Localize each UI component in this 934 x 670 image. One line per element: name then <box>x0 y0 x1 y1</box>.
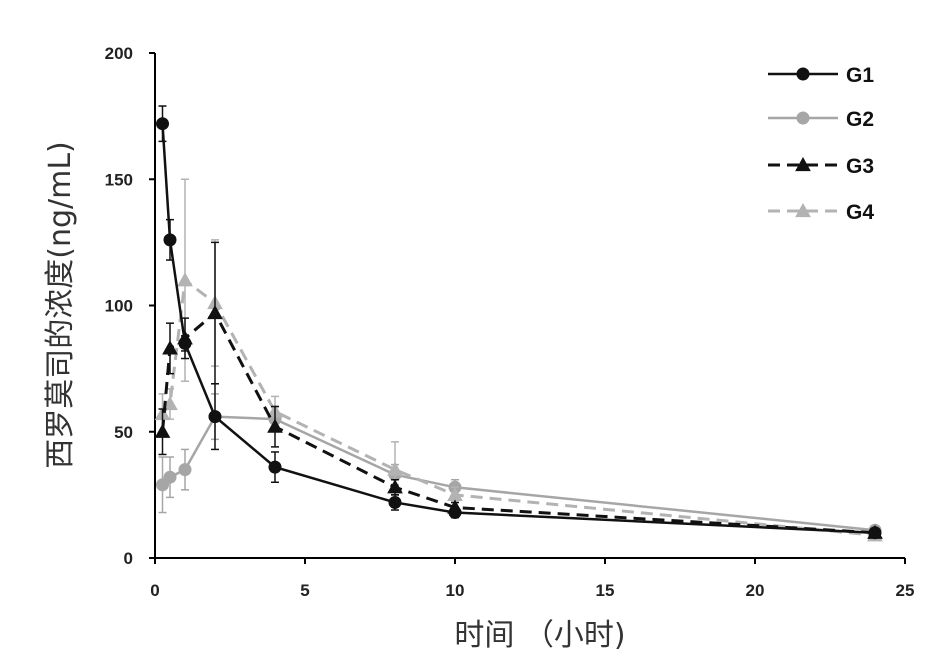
series-line <box>161 277 876 537</box>
x-tick-label: 10 <box>446 581 465 600</box>
data-point <box>156 117 169 131</box>
legend-item-g1: G1 <box>768 64 874 87</box>
y-tick-label: 150 <box>105 170 133 189</box>
data-point <box>267 418 283 433</box>
axes: 0 50 100 150 200 0 5 10 15 20 25 <box>105 44 915 600</box>
x-tick-label: 0 <box>150 581 159 600</box>
data-point <box>163 470 177 484</box>
legend-swatch-marker <box>795 202 811 218</box>
data-point <box>163 233 177 247</box>
series-g4 <box>154 178 883 542</box>
legend-item-g4: G4 <box>768 201 874 224</box>
legend-label: G1 <box>846 64 874 87</box>
data-point <box>154 423 171 438</box>
x-axis-title: 时间 （小时) <box>454 618 625 653</box>
legend-item-g2: G2 <box>768 108 874 131</box>
y-tick-label: 100 <box>105 297 133 316</box>
series-line <box>161 415 876 532</box>
series-layer <box>154 105 883 542</box>
legend: G1 G2 G3 G4 <box>768 64 874 224</box>
x-tick-label: 15 <box>596 581 615 600</box>
data-point <box>268 460 282 474</box>
legend-item-g3: G3 <box>768 155 874 178</box>
data-point <box>178 336 192 350</box>
data-point <box>388 495 402 509</box>
data-point <box>207 305 223 320</box>
data-point <box>208 410 222 424</box>
x-tick-label: 5 <box>300 581 309 600</box>
legend-swatch-marker <box>796 67 810 81</box>
data-point <box>448 506 462 520</box>
legend-label: G2 <box>846 108 874 131</box>
legend-swatch-marker <box>795 156 811 172</box>
data-point <box>387 479 403 494</box>
series-g1 <box>156 105 882 540</box>
y-axis-title: 西罗莫司的浓度(ng/mL) <box>43 141 78 469</box>
x-tick-label: 20 <box>746 581 765 600</box>
legend-label: G3 <box>846 155 874 178</box>
x-tick-label: 25 <box>896 581 915 600</box>
y-tick-label: 200 <box>105 44 133 63</box>
data-point <box>868 526 882 540</box>
series-line <box>161 123 876 534</box>
data-point <box>178 463 192 477</box>
data-point <box>177 272 193 287</box>
data-point <box>162 340 178 355</box>
legend-label: G4 <box>846 201 874 224</box>
legend-swatch-marker <box>796 111 810 125</box>
y-tick-label: 50 <box>114 423 133 442</box>
y-tick-label: 0 <box>124 549 133 568</box>
data-point <box>387 461 403 476</box>
series-g3 <box>154 241 883 539</box>
